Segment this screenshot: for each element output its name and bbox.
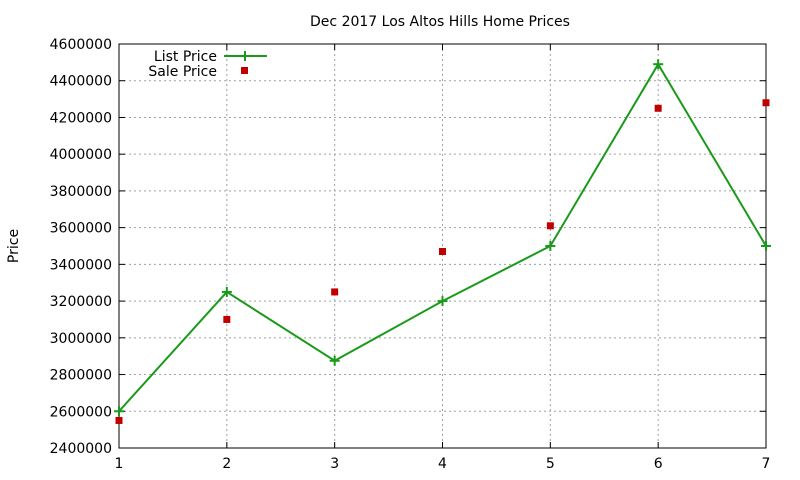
data-point-list-price	[221, 286, 232, 297]
y-tick-label: 4200000	[50, 110, 112, 126]
data-point-sale-price	[115, 416, 123, 424]
data-point-list-price	[653, 59, 664, 70]
x-tick-label: 1	[115, 456, 124, 472]
data-point-sale-price	[762, 99, 770, 107]
legend: List Price Sale Price	[148, 49, 267, 80]
y-tick-label: 3000000	[50, 331, 112, 347]
data-point-list-price	[545, 241, 556, 251]
data-point-sale-price	[654, 104, 662, 112]
series-group	[114, 59, 771, 424]
data-point-list-price	[114, 406, 124, 417]
x-tick-label: 7	[762, 456, 771, 472]
legend-label-sale-price: Sale Price	[148, 64, 217, 80]
data-point-list-price	[329, 355, 340, 366]
y-tick-label: 3400000	[50, 257, 112, 273]
y-tick-label: 4400000	[50, 74, 112, 90]
axis-ticks: 2400000260000028000003000000320000034000…	[50, 37, 771, 472]
y-tick-label: 4000000	[50, 147, 112, 163]
data-point-list-price	[437, 296, 448, 307]
y-tick-label: 3800000	[50, 184, 112, 200]
data-point-sale-price	[546, 222, 554, 230]
x-tick-label: 6	[654, 456, 663, 472]
y-tick-label: 4600000	[50, 37, 112, 53]
data-point-sale-price	[331, 288, 339, 296]
y-tick-label: 2800000	[50, 368, 112, 384]
legend-marker-list-price	[240, 51, 250, 61]
chart-title: Dec 2017 Los Altos Hills Home Prices	[310, 14, 570, 30]
data-point-sale-price	[223, 315, 231, 323]
y-axis-label: Price	[6, 229, 22, 263]
data-point-sale-price	[439, 248, 446, 256]
y-tick-label: 2400000	[50, 441, 112, 457]
legend-marker-sale-price	[241, 67, 248, 74]
y-tick-label: 2600000	[50, 404, 112, 420]
grid-lines	[119, 44, 766, 448]
y-tick-label: 3200000	[50, 294, 112, 310]
x-tick-label: 4	[438, 456, 447, 472]
x-tick-label: 3	[330, 456, 339, 472]
y-tick-label: 3600000	[50, 221, 112, 237]
legend-label-list-price: List Price	[154, 49, 217, 65]
legend-plus	[240, 51, 250, 61]
data-point-list-price	[761, 241, 771, 251]
x-tick-label: 2	[222, 456, 231, 472]
x-tick-label: 5	[546, 456, 555, 472]
